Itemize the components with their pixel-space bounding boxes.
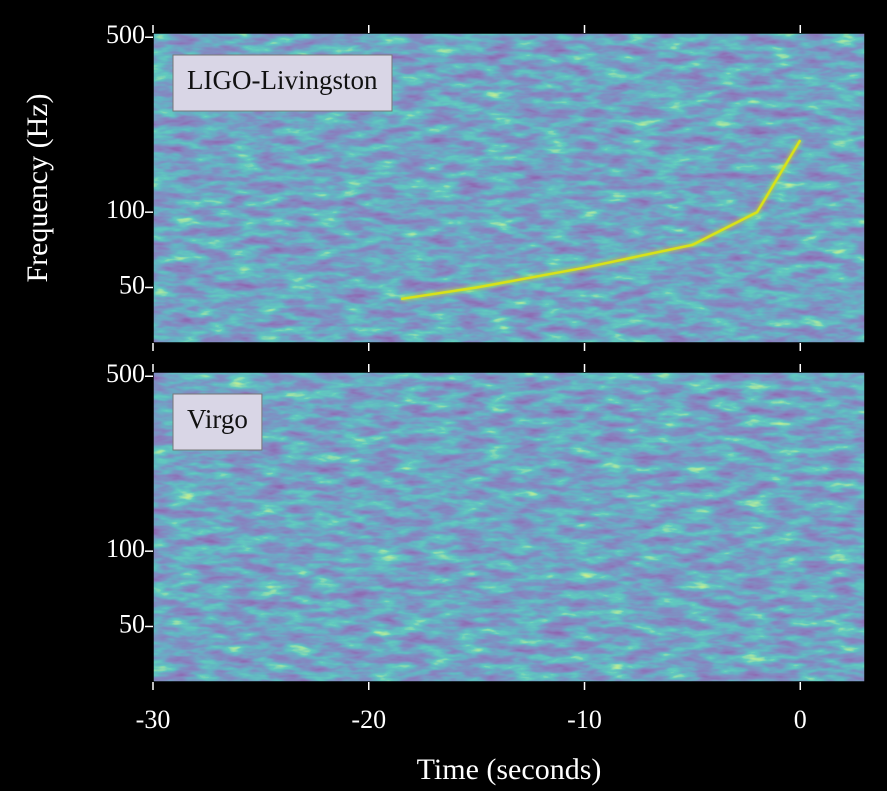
y-tick-label: 100 — [106, 195, 145, 224]
y-tick-label: 100 — [106, 534, 145, 563]
panel-label-box — [172, 54, 393, 112]
panel-frame — [152, 371, 866, 683]
panel-label: Virgo — [187, 404, 248, 434]
x-tick-label: -20 — [351, 705, 386, 734]
panel-label: LIGO-Livingston — [187, 65, 378, 95]
panel-label-box — [172, 393, 263, 451]
y-tick-label: 500 — [106, 359, 145, 388]
x-tick-label: -10 — [567, 705, 602, 734]
x-axis-label: Time (seconds) — [417, 753, 602, 786]
chirp-track — [400, 139, 802, 301]
y-tick-label: 500 — [106, 20, 145, 49]
spectrogram-image — [153, 372, 865, 682]
y-tick-label: 50 — [119, 270, 145, 299]
x-tick-label: 0 — [794, 705, 807, 734]
y-axis-label: Frequency (Hz) — [21, 93, 54, 282]
panel-frame — [152, 32, 866, 344]
x-tick-label: -30 — [136, 705, 171, 734]
y-tick-label: 50 — [119, 609, 145, 638]
